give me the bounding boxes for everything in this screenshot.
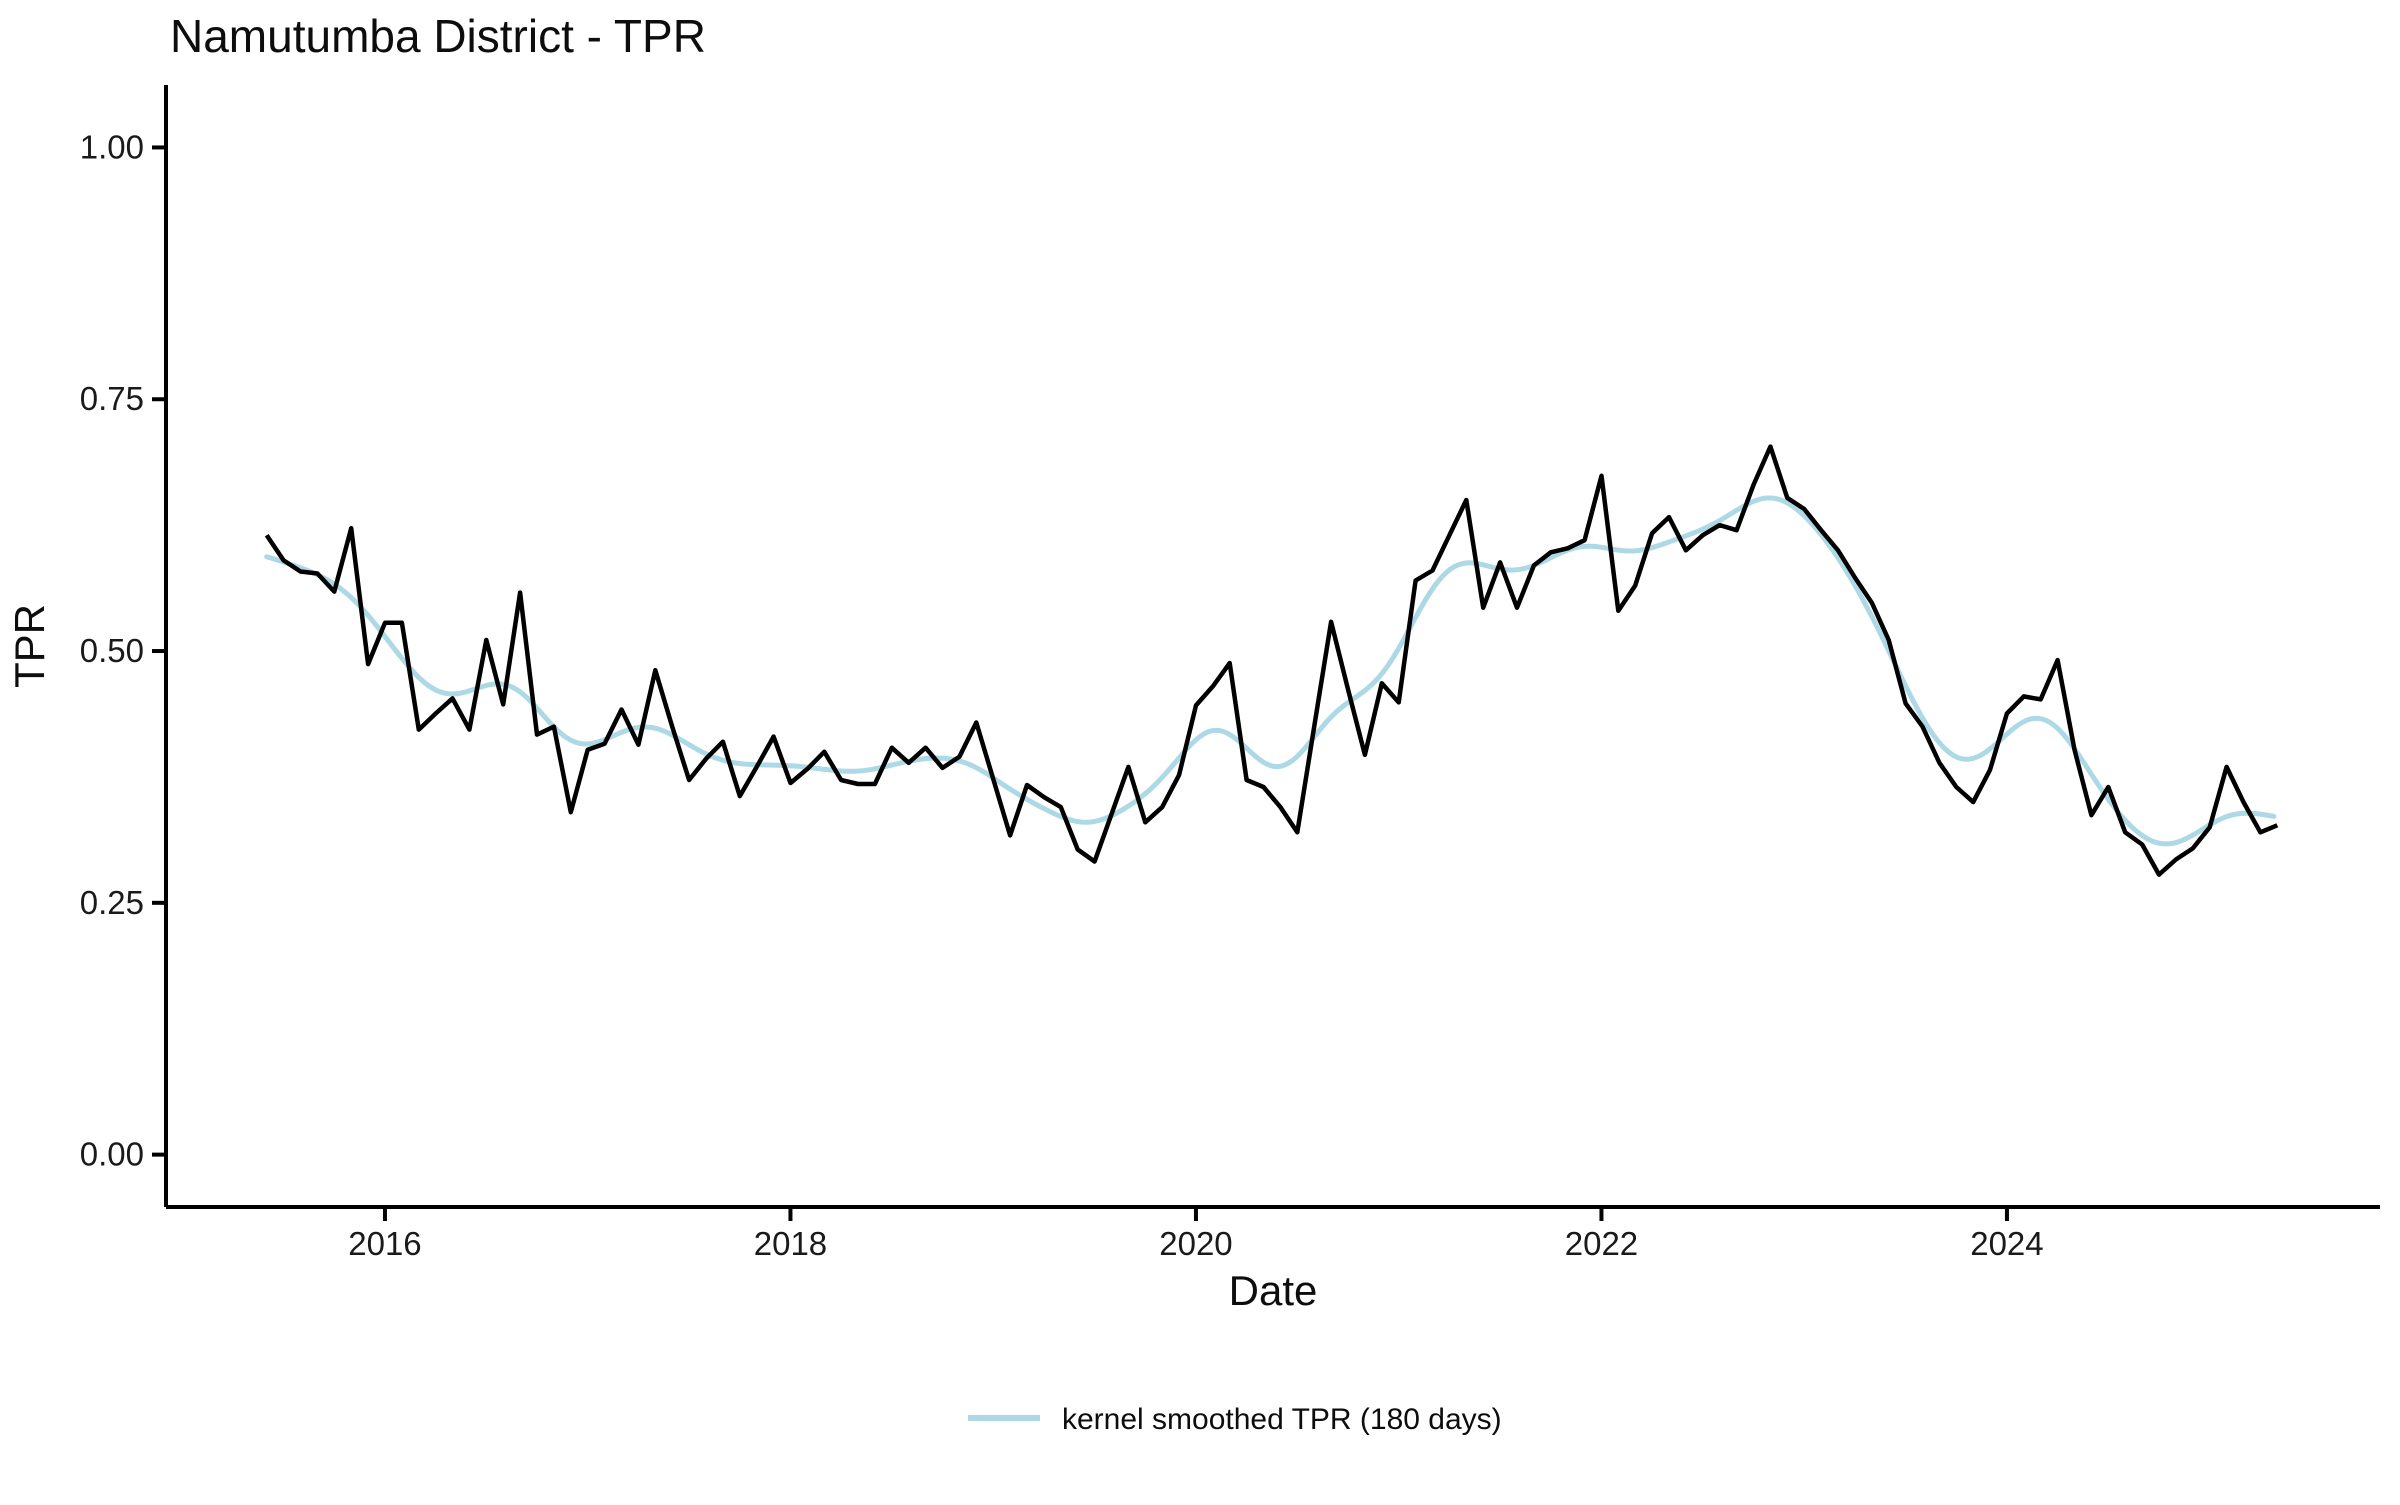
tpr-raw-line bbox=[264, 444, 2279, 877]
legend: kernel smoothed TPR (180 days) bbox=[968, 1403, 1502, 1436]
y-tick-label: 0.00 bbox=[80, 1136, 144, 1173]
y-tick-label: 0.25 bbox=[80, 884, 144, 921]
y-tick-label: 1.00 bbox=[80, 128, 144, 165]
x-tick-label: 2022 bbox=[1565, 1225, 1638, 1262]
x-tick-label: 2018 bbox=[754, 1225, 827, 1262]
x-axis-title: Date bbox=[1229, 1267, 1318, 1314]
axes: 0.00 0.25 0.50 0.75 1.00 2016 2018 2020 2022 2024 bbox=[80, 85, 2380, 1262]
y-axis-title: TPR bbox=[6, 604, 53, 688]
kernel-smoothed-line bbox=[264, 495, 2277, 847]
x-tick-label: 2020 bbox=[1159, 1225, 1232, 1262]
y-tick-label: 0.50 bbox=[80, 632, 144, 669]
x-tick-label: 2016 bbox=[348, 1225, 421, 1262]
legend-label: kernel smoothed TPR (180 days) bbox=[1062, 1403, 1502, 1436]
y-tick-label: 0.75 bbox=[80, 380, 144, 417]
x-tick-label: 2024 bbox=[1970, 1225, 2043, 1262]
chart-title: Namutumba District - TPR bbox=[170, 10, 706, 62]
